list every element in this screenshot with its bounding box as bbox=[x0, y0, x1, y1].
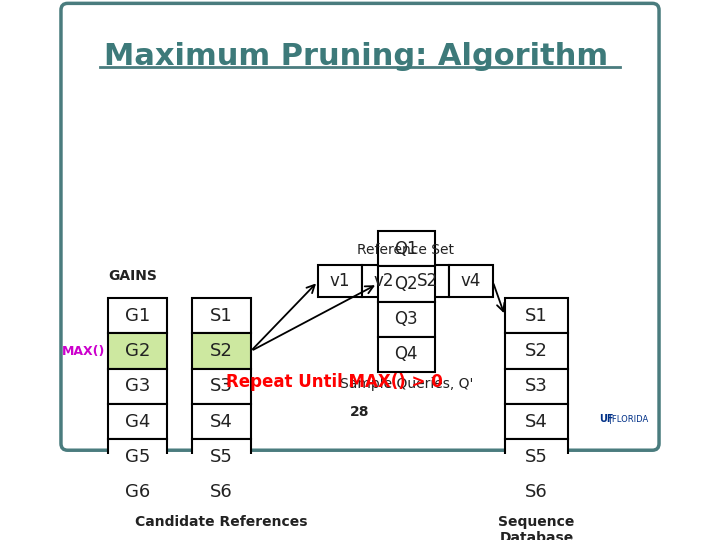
Text: G3: G3 bbox=[125, 377, 150, 395]
Text: v4: v4 bbox=[461, 272, 481, 291]
Text: |FLORIDA: |FLORIDA bbox=[609, 415, 649, 424]
Text: G2: G2 bbox=[125, 342, 150, 360]
Text: Maximum Pruning: Algorithm: Maximum Pruning: Algorithm bbox=[104, 42, 608, 71]
Text: S5: S5 bbox=[210, 448, 233, 466]
Bar bbox=[505, 475, 568, 510]
Text: S4: S4 bbox=[525, 413, 548, 431]
Bar bbox=[318, 266, 361, 298]
Bar bbox=[192, 369, 251, 404]
Bar bbox=[192, 298, 251, 334]
Text: Q4: Q4 bbox=[395, 346, 418, 363]
Bar bbox=[505, 298, 568, 334]
Text: Sequence
Database: Sequence Database bbox=[498, 515, 575, 540]
Text: GAINS: GAINS bbox=[108, 269, 157, 283]
Bar bbox=[192, 440, 251, 475]
Text: S3: S3 bbox=[525, 377, 548, 395]
Text: Sample Queries, Q': Sample Queries, Q' bbox=[340, 377, 473, 391]
Text: S1: S1 bbox=[525, 307, 548, 325]
Bar bbox=[108, 298, 167, 334]
Text: Q1: Q1 bbox=[395, 240, 418, 258]
Text: S6: S6 bbox=[525, 483, 548, 501]
Bar bbox=[108, 440, 167, 475]
Bar bbox=[192, 334, 251, 369]
Bar bbox=[505, 369, 568, 404]
Bar bbox=[192, 475, 251, 510]
Text: S4: S4 bbox=[210, 413, 233, 431]
Text: S2: S2 bbox=[525, 342, 548, 360]
Text: Reference Set: Reference Set bbox=[357, 243, 454, 257]
Text: S1: S1 bbox=[210, 307, 233, 325]
Bar bbox=[449, 266, 492, 298]
Text: S3: S3 bbox=[210, 377, 233, 395]
Text: 28: 28 bbox=[350, 404, 370, 418]
Bar bbox=[108, 369, 167, 404]
Bar bbox=[108, 475, 167, 510]
Text: Q2: Q2 bbox=[395, 275, 418, 293]
Text: UF: UF bbox=[599, 414, 614, 424]
Text: G1: G1 bbox=[125, 307, 150, 325]
Bar bbox=[108, 334, 167, 369]
Bar bbox=[377, 231, 435, 266]
Text: S2: S2 bbox=[210, 342, 233, 360]
Text: v1: v1 bbox=[330, 272, 350, 291]
Text: MAX(): MAX() bbox=[62, 345, 106, 357]
Text: Repeat Until MAX() > 0: Repeat Until MAX() > 0 bbox=[226, 373, 444, 391]
Text: S6: S6 bbox=[210, 483, 233, 501]
Bar bbox=[505, 404, 568, 440]
FancyBboxPatch shape bbox=[61, 3, 659, 450]
Bar bbox=[505, 334, 568, 369]
Bar bbox=[377, 301, 435, 337]
Bar bbox=[192, 404, 251, 440]
Bar bbox=[108, 404, 167, 440]
Text: v2: v2 bbox=[373, 272, 394, 291]
Text: Candidate References: Candidate References bbox=[135, 515, 307, 529]
Bar bbox=[377, 266, 435, 301]
Bar bbox=[405, 266, 449, 298]
Bar bbox=[377, 337, 435, 372]
Text: S2: S2 bbox=[417, 272, 438, 291]
Text: Q3: Q3 bbox=[395, 310, 418, 328]
Text: G6: G6 bbox=[125, 483, 150, 501]
Bar bbox=[505, 440, 568, 475]
Text: G5: G5 bbox=[125, 448, 150, 466]
Bar bbox=[361, 266, 405, 298]
Text: G4: G4 bbox=[125, 413, 150, 431]
Text: S5: S5 bbox=[525, 448, 548, 466]
